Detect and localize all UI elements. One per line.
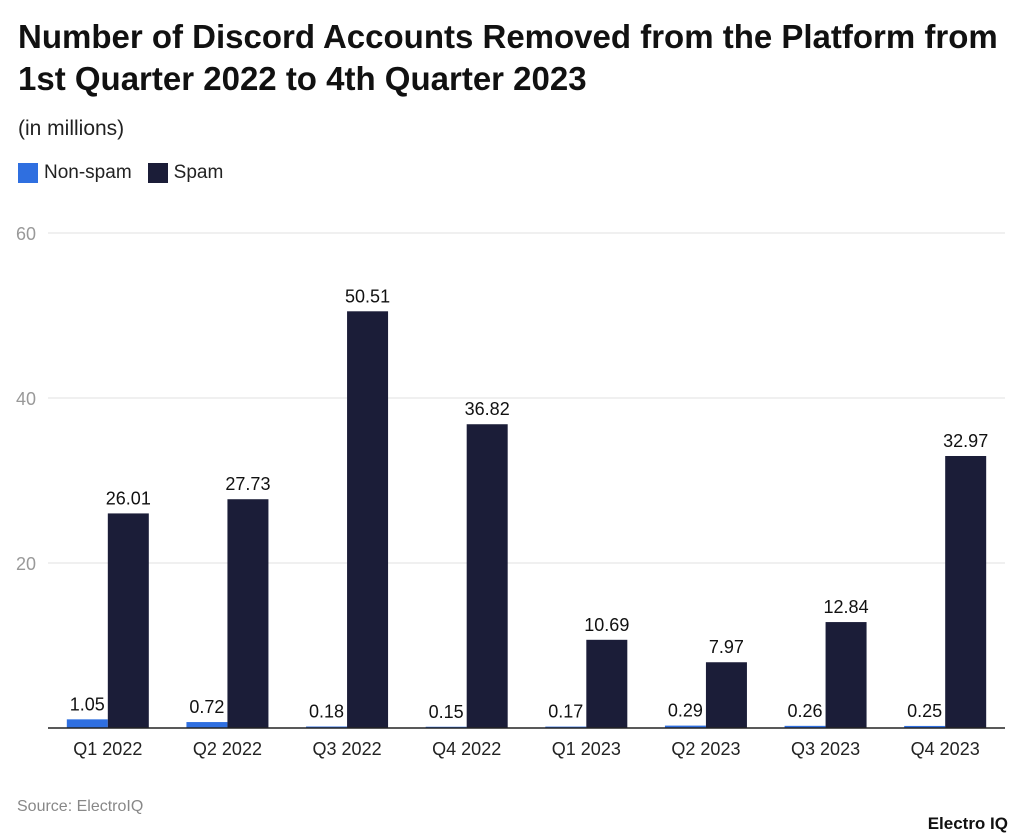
data-label: 50.51 [345,286,390,306]
data-label: 10.69 [584,615,629,635]
bar-non-spam [904,725,946,728]
bar-spam [466,424,508,728]
data-label: 1.05 [70,694,105,714]
bar-non-spam [784,725,826,728]
chart-title: Number of Discord Accounts Removed from … [18,18,998,97]
x-tick-label: Q3 2023 [791,739,860,759]
x-tick-label: Q4 2023 [911,739,980,759]
y-tick-label: 60 [16,224,36,244]
y-tick-label: 20 [16,554,36,574]
legend-item-non-spam: Non-spam [18,162,132,184]
data-label: 27.73 [225,474,270,494]
bar-spam [586,639,628,728]
data-label: 0.29 [668,701,703,721]
data-label: 0.18 [309,702,344,722]
bar-non-spam [664,725,706,728]
data-label: 0.26 [788,701,823,721]
x-tick-label: Q2 2023 [671,739,740,759]
x-tick-label: Q1 2022 [73,739,142,759]
legend-item-spam: Spam [147,162,224,184]
y-tick-label: 40 [16,389,36,409]
bar-spam [945,455,987,728]
bar-spam [347,311,389,728]
data-label: 0.17 [548,702,583,722]
x-tick-label: Q3 2022 [313,739,382,759]
data-label: 0.72 [189,697,224,717]
bar-spam [227,499,269,728]
data-label: 0.15 [429,702,464,722]
bar-spam [107,513,149,728]
x-tick-label: Q2 2022 [193,739,262,759]
bar-spam [825,622,867,728]
data-label: 32.97 [943,431,988,451]
legend-swatch-spam [147,163,168,183]
data-label: 26.01 [106,488,151,508]
data-label: 36.82 [465,399,510,419]
bar-non-spam [66,719,108,728]
x-tick-label: Q1 2023 [552,739,621,759]
logo: Electro IQ [927,814,1008,833]
legend: Non-spam Spam [18,162,223,184]
legend-label-non-spam: Non-spam [44,162,132,183]
bar-non-spam [186,722,228,728]
data-label: 12.84 [824,597,869,617]
legend-label-spam: Spam [173,162,224,183]
chart-subtitle: (in millions) [18,117,125,140]
data-label: 7.97 [709,637,744,657]
data-label: 0.25 [907,701,942,721]
x-tick-label: Q4 2022 [432,739,501,759]
source-note: Source: ElectroIQ [17,798,144,815]
legend-swatch-non-spam [18,163,38,183]
bar-spam [705,662,747,728]
